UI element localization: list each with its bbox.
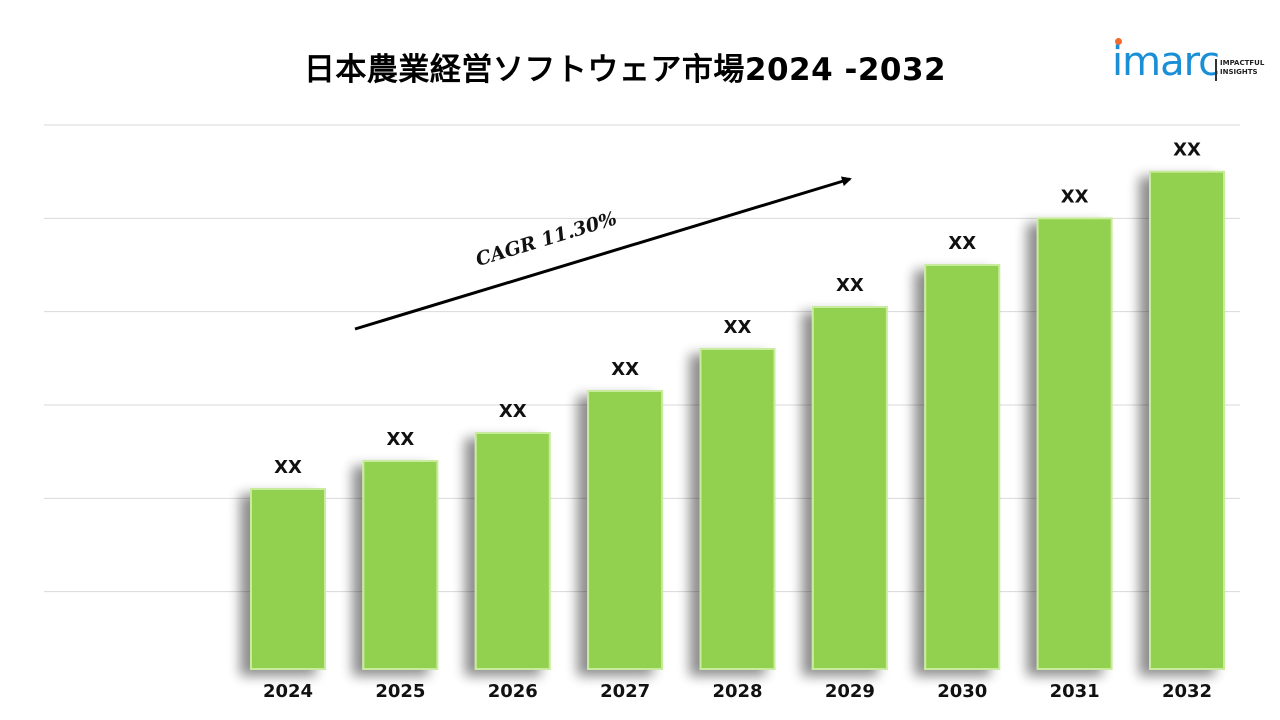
logo-separator bbox=[1215, 59, 1217, 81]
bar-2031 bbox=[1036, 217, 1113, 670]
bar-2032 bbox=[1149, 170, 1225, 671]
data-label-2029: XX bbox=[836, 275, 864, 296]
x-tick-label-2032: 2032 bbox=[1162, 681, 1212, 702]
logo-brand: imarc bbox=[1112, 39, 1220, 85]
x-tick-label-2027: 2027 bbox=[600, 681, 650, 702]
data-label-2031: XX bbox=[1061, 186, 1089, 207]
logo-dot-icon bbox=[1115, 38, 1122, 45]
x-tick-label-2025: 2025 bbox=[375, 681, 425, 702]
bar-2024 bbox=[250, 488, 326, 670]
trend-arrow-group: CAGR 11.30% bbox=[354, 176, 852, 331]
data-label-2026: XX bbox=[499, 401, 527, 422]
bar-2027 bbox=[587, 390, 664, 670]
logo-tagline-1: IMPACTFUL bbox=[1220, 59, 1265, 67]
trend-arrow bbox=[354, 176, 852, 331]
data-label-2032: XX bbox=[1173, 140, 1201, 161]
x-tick-label-2029: 2029 bbox=[825, 681, 875, 702]
data-label-2027: XX bbox=[611, 359, 639, 380]
bars: XX 2024 XX 2025 XX 2026 XX 2027 XX 2028 XX 2029 XX 20… bbox=[250, 140, 1225, 702]
x-tick-label-2028: 2028 bbox=[712, 681, 762, 702]
x-tick-label-2024: 2024 bbox=[263, 681, 313, 702]
data-label-2030: XX bbox=[948, 233, 976, 254]
bar-2026 bbox=[474, 432, 551, 670]
x-tick-label-2026: 2026 bbox=[488, 681, 538, 702]
bar-2030 bbox=[924, 264, 1001, 670]
bar-2028 bbox=[699, 348, 776, 670]
data-label-2025: XX bbox=[386, 429, 414, 450]
logo-tagline: IMPACTFUL INSIGHTS bbox=[1220, 59, 1264, 77]
imarc-logo: imarc IMPACTFUL INSIGHTS bbox=[1112, 38, 1264, 90]
bar-2029 bbox=[811, 306, 888, 670]
data-label-2028: XX bbox=[724, 317, 752, 338]
cagr-annotation: CAGR 11.30% bbox=[473, 208, 619, 271]
data-label-2024: XX bbox=[274, 457, 302, 478]
chart-title: 日本農業経営ソフトウェア市場2024 -2032 bbox=[303, 52, 947, 88]
logo-tagline-2: INSIGHTS bbox=[1220, 68, 1258, 76]
bar-2025 bbox=[362, 460, 439, 670]
x-tick-label-2030: 2030 bbox=[937, 681, 987, 702]
x-tick-label-2031: 2031 bbox=[1050, 681, 1100, 702]
